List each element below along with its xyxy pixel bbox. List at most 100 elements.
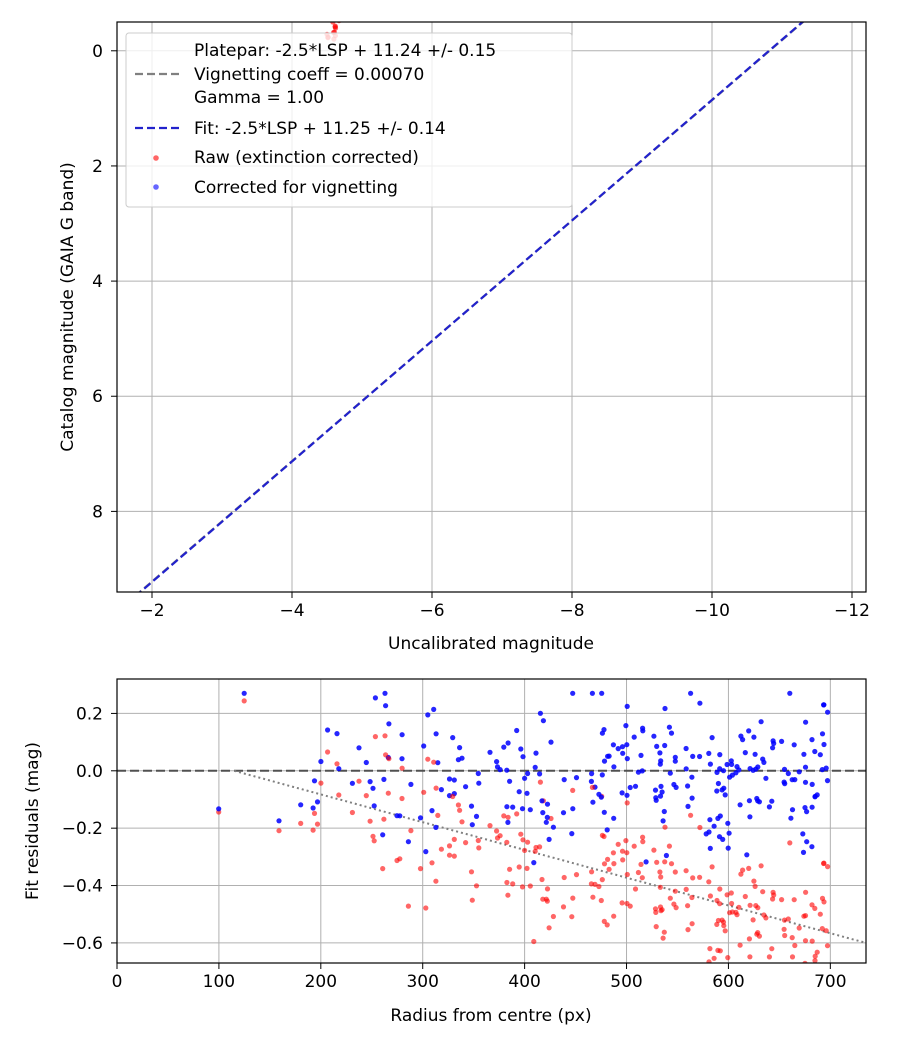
raw-residual-point (760, 889, 766, 895)
corrected-residual-point (438, 787, 444, 793)
corrected-residual-point (653, 795, 659, 801)
raw-residual-point (801, 1001, 806, 1006)
top-x-tick-label: −2 (139, 601, 164, 621)
raw-residual-point (381, 816, 387, 822)
raw-residual-point (505, 892, 511, 898)
corrected-residual-point (544, 801, 551, 807)
corrected-residual-point (809, 737, 815, 743)
raw-residual-point (727, 910, 733, 916)
corrected-residual-point (763, 775, 769, 781)
raw-residual-point (737, 942, 743, 948)
raw-residual-point (624, 871, 630, 878)
raw-residual-point (638, 861, 644, 868)
raw-residual-point (812, 958, 818, 963)
raw-residual-point (744, 992, 749, 997)
bottom-x-tick-label: 100 (203, 972, 235, 992)
corrected-point (349, 0, 354, 4)
raw-residual-point (724, 892, 730, 898)
corrected-residual-point (738, 733, 744, 739)
corrected-residual-point (514, 727, 520, 734)
corrected-residual-point (766, 804, 773, 810)
corrected-point (353, 0, 358, 1)
raw-point (338, 12, 343, 17)
raw-residual-point (690, 875, 696, 881)
raw-residual-point (507, 866, 513, 872)
raw-residual-point (789, 935, 795, 941)
corrected-residual-point (661, 808, 667, 815)
raw-point (339, 3, 344, 8)
raw-residual-point (494, 828, 500, 834)
corrected-residual-point (370, 785, 376, 791)
raw-residual-point (812, 905, 818, 912)
raw-residual-point (738, 871, 744, 877)
corrected-residual-point (632, 783, 639, 789)
raw-residual-point (728, 890, 734, 896)
raw-residual-point (451, 836, 457, 843)
raw-residual-point (504, 879, 510, 886)
corrected-residual-point (685, 803, 691, 810)
corrected-residual-point (550, 824, 557, 830)
corrected-residual-point (589, 690, 596, 696)
raw-residual-point (697, 824, 703, 831)
corrected-residual-point (725, 820, 731, 826)
raw-residual-point (433, 785, 439, 791)
corrected-residual-point (417, 815, 424, 821)
bottom-plot-frame (116, 678, 867, 964)
raw-residual-point (619, 848, 626, 854)
corrected-residual-point (433, 731, 439, 737)
raw-residual-point (510, 881, 516, 887)
legend-fit-label: Fit: -2.5*LSP + 11.25 +/- 0.14 (194, 119, 446, 139)
legend-raw-marker (153, 155, 159, 161)
bottom-ticks: 0 100 200 300 400 500 600 700 0.2 0.0 −0.2 −0.4 −0.6 (62, 704, 847, 992)
corrected-residual-point (720, 836, 726, 843)
corrected-residual-point (570, 690, 576, 696)
raw-residual-point (796, 925, 802, 931)
raw-residual-point (667, 895, 673, 901)
raw-residual-point (683, 886, 689, 893)
raw-residual-point (505, 814, 511, 820)
raw-residual-point (817, 911, 823, 917)
raw-residual-point (589, 869, 595, 875)
raw-point (342, 5, 347, 10)
corrected-residual-point (544, 814, 550, 821)
raw-residual-point (711, 955, 717, 961)
corrected-residual-point (819, 767, 825, 773)
raw-residual-point (715, 947, 721, 954)
corrected-residual-point (801, 751, 807, 757)
raw-residual-point (725, 955, 731, 961)
raw-residual-point (706, 879, 712, 885)
corrected-residual-point (298, 802, 304, 808)
raw-residual-point (405, 903, 411, 909)
corrected-residual-point (771, 740, 777, 747)
raw-residual-point (689, 894, 695, 901)
corrected-residual-point (685, 783, 691, 789)
corrected-residual-point (405, 839, 411, 845)
corrected-residual-point (451, 777, 457, 783)
raw-residual-point (514, 811, 520, 817)
corrected-residual-point (781, 766, 788, 773)
corrected-residual-point (689, 774, 695, 780)
corrected-point (348, 0, 353, 1)
raw-residual-point (367, 818, 373, 824)
raw-point (338, 16, 343, 21)
corrected-residual-point (746, 728, 752, 734)
corrected-residual-point (532, 764, 538, 770)
corrected-residual-point (501, 744, 507, 750)
corrected-point (348, 3, 353, 8)
legend-raw-label: Raw (extinction corrected) (194, 148, 419, 168)
raw-residual-point (809, 902, 815, 908)
raw-residual-point (821, 899, 827, 905)
raw-residual-point (601, 833, 607, 840)
raw-residual-point (683, 868, 689, 874)
raw-residual-point (746, 936, 753, 942)
raw-point (331, 15, 336, 20)
raw-residual-point (761, 912, 767, 918)
corrected-residual-point (527, 807, 533, 813)
raw-residual-point (787, 840, 793, 846)
raw-residual-point (429, 860, 435, 866)
raw-residual-point (746, 865, 752, 872)
corrected-residual-point (601, 809, 607, 815)
corrected-residual-point (711, 823, 717, 829)
corrected-residual-point (446, 776, 453, 782)
corrected-residual-point (522, 775, 528, 781)
